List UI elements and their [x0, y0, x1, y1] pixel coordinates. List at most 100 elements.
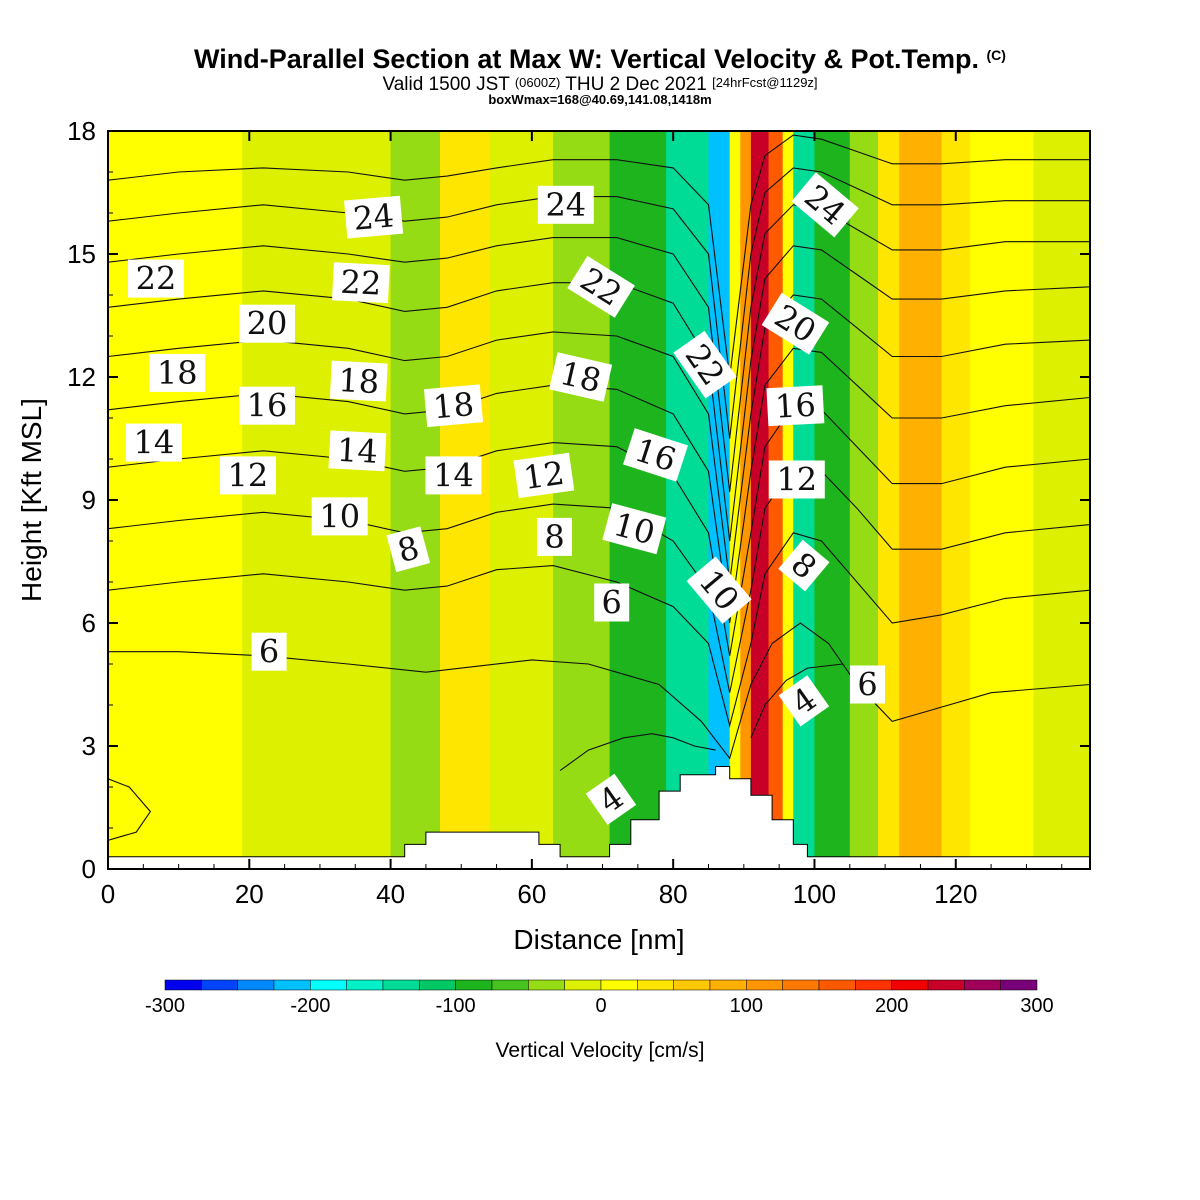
contour-label-text: 12 [228, 456, 269, 494]
colorbar-label-4: 100 [730, 995, 763, 1017]
contour-label-text: 10 [319, 497, 360, 535]
contour-label-box [549, 352, 613, 402]
theta-contour-8-4 [108, 532, 1090, 728]
box-wmax-info: boxWmax=168@40.69,141.08,1418m [488, 92, 712, 107]
colorbar-swatch-6 [382, 979, 420, 991]
velocity-band-7 [666, 131, 710, 869]
contour-label-6: 22 [673, 330, 737, 399]
contour-label-box [125, 423, 182, 462]
velocity-band-19 [941, 131, 971, 869]
y-axis: 0 3 6 9 12 15 18 [67, 116, 1090, 884]
contour-label-box [594, 583, 630, 622]
contour-label-16: 14 [125, 423, 182, 462]
x-tick-label-1: 20 [235, 879, 264, 909]
y-axis-title: Height [Kft MSL] [16, 398, 47, 602]
colorbar-swatch-0 [164, 979, 202, 991]
contour-label-text: 20 [247, 305, 288, 343]
contour-label-10: 18 [329, 360, 388, 402]
colorbar-swatch-23 [1000, 979, 1038, 991]
contour-label-box [513, 452, 575, 499]
velocity-band-16 [849, 131, 879, 869]
velocity-band-2 [390, 131, 441, 869]
contour-label-28: 6 [594, 583, 630, 622]
contour-label-box [567, 255, 635, 318]
contour-label-text: 18 [157, 354, 198, 392]
contour-label-text: 22 [136, 260, 177, 298]
contour-label-text: 14 [134, 424, 175, 462]
velocity-field [108, 131, 1090, 869]
theta-contour-24-12 [108, 134, 1090, 378]
contour-label-box [425, 456, 482, 495]
colorbar-label-6: 300 [1020, 995, 1053, 1017]
contour-label-box [791, 172, 859, 238]
colorbar-title: Vertical Velocity [cm/s] [496, 1039, 705, 1062]
colorbar-swatch-21 [927, 979, 965, 991]
colorbar-swatch-18 [818, 979, 856, 991]
contour-label-text: 12 [776, 461, 817, 499]
velocity-band-6 [609, 131, 667, 869]
x-tick-label-2: 40 [376, 879, 405, 909]
colorbar-swatch-15 [709, 979, 747, 991]
contour-label-box [311, 497, 368, 536]
colorbar: -300 -200 -100 0 100 200 300 [145, 979, 1054, 1017]
colorbar-swatch-2 [237, 979, 275, 991]
colorbar-swatch-20 [891, 979, 929, 991]
contour-label-box [537, 517, 572, 556]
velocity-band-0 [108, 131, 243, 869]
contour-label-11: 18 [423, 384, 484, 428]
contour-label-box [768, 460, 825, 499]
colorbar-swatch-16 [746, 979, 783, 991]
colorbar-swatch-11 [564, 979, 602, 991]
contour-label-text: 12 [521, 454, 567, 497]
velocity-band-15 [814, 131, 851, 869]
colorbar-label-0: -300 [145, 995, 185, 1017]
valid-date: THU 2 Dec 2021 [565, 74, 707, 95]
y-tick-label-1: 3 [82, 731, 96, 761]
terrain [108, 766, 1090, 869]
colorbar-swatch-13 [637, 979, 674, 991]
y-tick-label-5: 15 [67, 239, 96, 269]
contour-label-13: 16 [239, 386, 295, 425]
velocity-band-18 [899, 131, 943, 869]
contour-label-9: 18 [149, 353, 206, 392]
colorbar-swatch-5 [346, 979, 384, 991]
contour-label-26: 8 [537, 517, 572, 556]
theta-contour-4-1 [559, 733, 716, 772]
theta-contour-4-2 [750, 663, 843, 739]
contour-label-text: 16 [247, 387, 288, 425]
y-tick-label-2: 6 [82, 608, 96, 638]
contour-label-text: 18 [337, 361, 380, 401]
contour-label-7: 20 [239, 304, 295, 343]
contour-label-box [778, 539, 830, 592]
contour-label-text: 16 [774, 386, 817, 426]
velocity-band-11 [750, 131, 770, 869]
contour-label-20: 12 [513, 452, 575, 499]
contour-label-4: 22 [331, 262, 390, 304]
contour-label-box [328, 430, 387, 472]
contour-label-14: 16 [766, 385, 825, 427]
contour-label-3: 22 [128, 259, 184, 298]
x-axis: 0 20 40 60 80 100 120 [101, 131, 1063, 909]
colorbar-label-5: 200 [875, 995, 908, 1017]
contour-label-text: 6 [857, 666, 877, 704]
y-tick-label-3: 9 [82, 485, 96, 515]
contour-label-box [329, 360, 388, 402]
velocity-band-3 [440, 131, 490, 869]
theta-contour-20-10 [108, 204, 1090, 492]
colorbar-swatch-17 [782, 979, 820, 991]
contour-label-text: 18 [556, 354, 604, 400]
contour-label-18: 14 [425, 456, 482, 495]
contour-label-21: 12 [768, 460, 825, 499]
contour-label-box [761, 292, 830, 355]
velocity-band-17 [878, 131, 900, 869]
contour-label-box [673, 330, 737, 399]
colorbar-label-2: -100 [436, 995, 476, 1017]
contour-label-text: 24 [545, 186, 586, 224]
y-tick-label-0: 0 [82, 854, 96, 884]
contour-label-box [585, 773, 637, 825]
contour-label-box [251, 632, 287, 671]
theta-contour-6-3 [108, 622, 1090, 760]
contour-label-box [386, 526, 431, 573]
colorbar-label-3: 0 [595, 995, 606, 1017]
